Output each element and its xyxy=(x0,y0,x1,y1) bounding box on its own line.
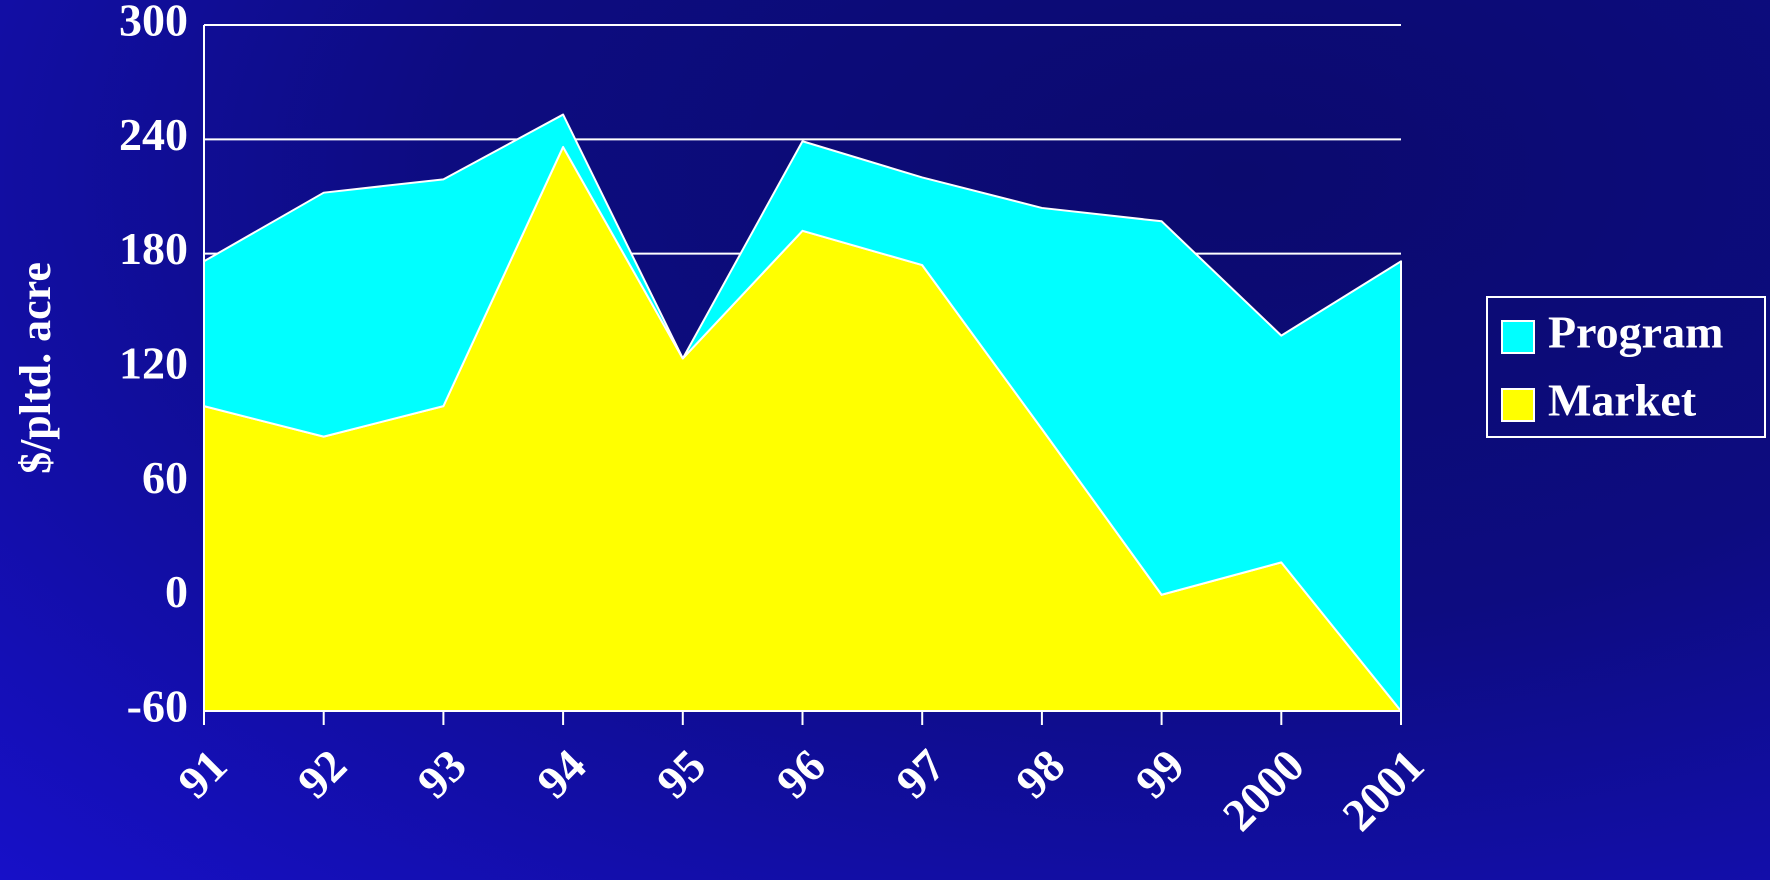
legend-swatch xyxy=(1501,388,1535,422)
x-tick-label: 95 xyxy=(647,739,716,808)
y-tick-label: -60 xyxy=(127,681,188,732)
x-tick-label: 98 xyxy=(1006,739,1075,808)
x-tick-label: 92 xyxy=(288,739,357,808)
y-tick-label: 240 xyxy=(119,109,188,160)
x-tick-label: 93 xyxy=(407,739,476,808)
x-tick-label: 97 xyxy=(886,739,955,808)
y-tick-label: 120 xyxy=(119,338,188,389)
y-axis-label: $/pltd. acre xyxy=(11,262,60,474)
y-tick-label: 180 xyxy=(119,223,188,274)
x-tick-label: 91 xyxy=(168,739,237,808)
legend-label: Program xyxy=(1548,307,1723,358)
x-tick-label: 99 xyxy=(1126,739,1195,808)
x-tick-label: 2001 xyxy=(1332,739,1433,840)
y-tick-label: 300 xyxy=(119,0,188,46)
x-tick-label: 94 xyxy=(527,739,596,808)
x-tick-label: 96 xyxy=(766,739,835,808)
legend-label: Market xyxy=(1548,375,1697,426)
legend-swatch xyxy=(1501,320,1535,354)
x-tick-label: 2000 xyxy=(1213,739,1314,840)
legend: Program Market xyxy=(1486,296,1766,438)
y-tick-label: 0 xyxy=(165,566,188,617)
legend-box xyxy=(1486,296,1766,438)
y-tick-label: 60 xyxy=(142,452,188,503)
